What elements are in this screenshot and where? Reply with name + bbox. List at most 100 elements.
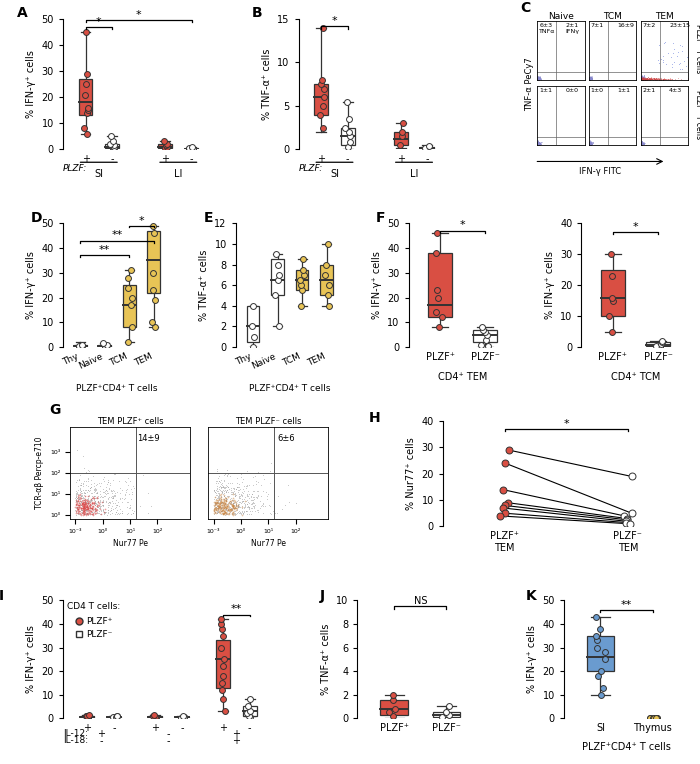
Point: [534, 73, 545, 86]
Point: [640, 73, 651, 85]
Point: [642, 73, 653, 86]
Point: [247, 485, 258, 497]
Point: [228, 500, 239, 512]
Point: [106, 130, 117, 142]
Point: [584, 73, 595, 86]
Point: [636, 73, 648, 85]
Point: [533, 73, 545, 86]
Point: [636, 138, 648, 151]
Point: [584, 71, 596, 83]
Point: [638, 73, 649, 85]
Point: [216, 497, 228, 509]
Point: [533, 73, 545, 85]
Point: [584, 138, 595, 151]
Point: [636, 73, 648, 85]
Point: [219, 503, 230, 516]
Point: [81, 68, 92, 80]
Point: [87, 503, 98, 515]
Text: PLZF⁻ T cells: PLZF⁻ T cells: [694, 89, 700, 138]
Point: [599, 653, 610, 665]
Point: [585, 73, 596, 85]
Point: [216, 499, 227, 511]
Point: [114, 482, 125, 494]
Point: [276, 503, 287, 516]
Point: [636, 73, 648, 85]
Point: [213, 483, 224, 495]
Point: [636, 72, 648, 84]
Point: [584, 138, 596, 151]
Point: [533, 73, 544, 85]
Point: [640, 72, 652, 84]
Point: [638, 73, 649, 85]
Point: [228, 497, 239, 510]
Point: [532, 138, 543, 150]
Point: [641, 72, 652, 84]
Point: [533, 73, 544, 85]
Point: [97, 494, 108, 507]
Point: [533, 71, 544, 83]
Point: [641, 72, 652, 84]
Point: [643, 71, 654, 83]
Point: [585, 73, 596, 85]
Point: [638, 138, 650, 150]
Point: [584, 71, 595, 83]
Point: [584, 73, 596, 86]
Point: [533, 73, 544, 86]
Point: [592, 634, 603, 646]
Point: [636, 73, 647, 86]
Point: [583, 137, 594, 149]
Point: [636, 73, 647, 86]
Point: [532, 138, 543, 151]
Point: [584, 72, 595, 84]
Point: [584, 138, 595, 151]
Point: [209, 501, 220, 513]
Point: [636, 72, 648, 84]
Point: [644, 73, 655, 86]
Point: [636, 137, 648, 149]
Point: [638, 138, 649, 151]
Point: [638, 73, 650, 85]
Point: [636, 73, 647, 86]
Point: [104, 496, 115, 508]
Point: [587, 138, 598, 150]
Point: [637, 137, 648, 149]
Point: [84, 499, 95, 511]
Point: [220, 486, 232, 498]
Point: [532, 138, 543, 150]
Point: [603, 310, 615, 322]
Point: [636, 72, 647, 84]
Point: [635, 137, 646, 149]
Point: [159, 142, 170, 154]
Point: [105, 478, 116, 490]
Point: [594, 623, 606, 635]
Point: [75, 493, 86, 505]
Point: [261, 490, 272, 502]
Point: [636, 73, 648, 86]
Point: [104, 504, 116, 516]
Point: [657, 56, 668, 68]
Point: [636, 138, 648, 151]
Point: [444, 708, 455, 720]
Point: [78, 503, 89, 516]
Point: [584, 138, 595, 151]
Point: [584, 73, 596, 85]
Point: [532, 137, 543, 149]
Point: [636, 72, 648, 84]
Point: [635, 73, 646, 86]
Point: [638, 138, 650, 151]
FancyBboxPatch shape: [271, 259, 284, 296]
Point: [236, 468, 247, 480]
Point: [637, 73, 648, 86]
Point: [103, 483, 114, 495]
Point: [636, 73, 647, 85]
Point: [635, 73, 646, 86]
Point: [584, 73, 595, 86]
Point: [232, 484, 244, 497]
Point: [636, 73, 648, 86]
Point: [533, 138, 544, 151]
Point: [536, 73, 547, 86]
Point: [215, 500, 226, 513]
Point: [419, 142, 430, 154]
Point: [218, 474, 229, 487]
Point: [210, 502, 221, 514]
